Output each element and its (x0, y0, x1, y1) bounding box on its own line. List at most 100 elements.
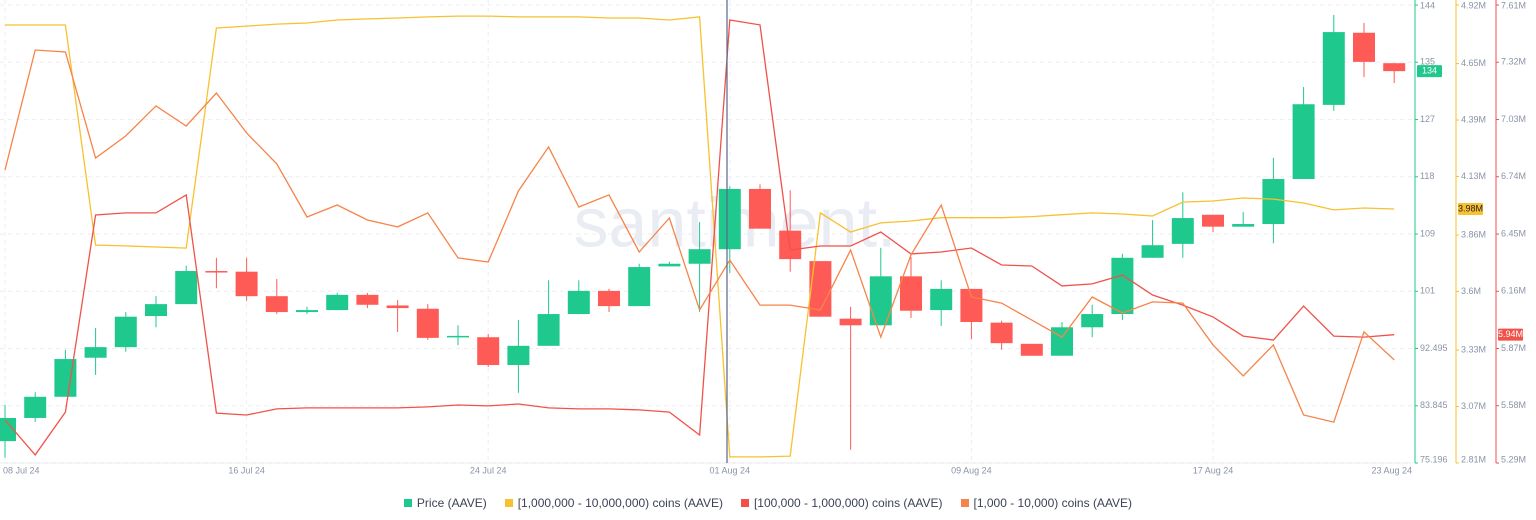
value-badge-label: 134 (1422, 66, 1437, 76)
x-tick-label: 16 Jul 24 (228, 465, 265, 475)
candle-body (1051, 327, 1073, 356)
y-tick-label: 83.845 (1420, 400, 1448, 410)
legend-item[interactable]: [1,000 - 10,000) coins (AAVE) (960, 495, 1133, 510)
y-tick-label: 127 (1420, 114, 1435, 124)
legend-label: [100,000 - 1,000,000) coins (AAVE) (753, 495, 943, 510)
legend-item[interactable]: Price (AAVE) (403, 495, 487, 510)
y-tick-label: 4.39M (1461, 114, 1486, 124)
candle-body (718, 188, 741, 250)
candle-body (1111, 257, 1134, 315)
candle-body (447, 335, 469, 338)
candle-body (1262, 179, 1285, 225)
candle-body (265, 296, 288, 313)
candle-body (900, 276, 922, 311)
x-tick-label: 17 Aug 24 (1193, 465, 1234, 475)
candle-body (175, 271, 198, 305)
y-tick-label: 4.65M (1461, 58, 1486, 68)
candle-body (749, 188, 771, 229)
legend-label: [1,000 - 10,000) coins (AAVE) (973, 495, 1133, 510)
candle-body (1383, 63, 1406, 72)
candle-body (869, 276, 892, 326)
candle-body (54, 359, 77, 397)
y-tick-label: 5.29M (1501, 454, 1526, 464)
candle-body (1171, 218, 1194, 244)
candle-body (688, 249, 711, 264)
candle-body (779, 230, 802, 260)
candle-body (84, 347, 107, 358)
y-tick-label: 101 (1420, 286, 1435, 296)
candle-body (235, 271, 258, 297)
candle-body (1020, 343, 1043, 356)
series-line (4, 19, 1395, 456)
value-badge (1498, 328, 1523, 341)
candle-body (477, 337, 500, 366)
series-line (4, 49, 1395, 423)
y-tick-label: 3.07M (1461, 401, 1486, 411)
candle-body (658, 263, 681, 267)
candle-body (205, 271, 228, 273)
candle-body (839, 318, 862, 326)
y-tick-label: 3.33M (1461, 345, 1486, 355)
candle-body (1081, 314, 1104, 328)
y-tick-label: 118 (1420, 171, 1434, 181)
candle-body (537, 314, 560, 346)
candle-body (145, 304, 167, 317)
x-tick-label: 01 Aug 24 (710, 465, 751, 475)
candle-body (809, 261, 832, 317)
candle-body (930, 288, 953, 311)
candle-body (1353, 32, 1375, 62)
y-tick-label: 6.74M (1501, 171, 1526, 181)
legend-swatch (403, 498, 412, 507)
legend-swatch (740, 498, 749, 507)
y-tick-label: 2.81M (1461, 454, 1486, 464)
value-badge-label: 3.98M (1458, 203, 1483, 213)
candle-body (507, 345, 530, 366)
legend-swatch (504, 498, 513, 507)
y-tick-label: 3.86M (1461, 229, 1486, 239)
y-tick-label: 109 (1420, 228, 1435, 238)
x-tick-label: 23 Aug 24 (1371, 465, 1412, 475)
legend: Price (AAVE) [1,000,000 - 10,000,000) coi… (0, 485, 1536, 520)
candle-body (0, 417, 16, 442)
candle-body (356, 294, 379, 305)
y-tick-label: 5.58M (1501, 400, 1526, 410)
legend-item[interactable]: [1,000,000 - 10,000,000) coins (AAVE) (504, 495, 723, 510)
series-line (5, 15, 1395, 458)
x-tick-label: 24 Jul 24 (470, 465, 507, 475)
candle-body (1202, 214, 1224, 227)
value-badge-label: 5.94M (1498, 329, 1523, 339)
legend-item[interactable]: [100,000 - 1,000,000) coins (AAVE) (740, 495, 943, 510)
candle-body (598, 290, 620, 307)
candle-body (326, 294, 349, 311)
y-tick-label: 6.45M (1501, 228, 1526, 238)
candle-body (24, 396, 47, 418)
legend-label: [1,000,000 - 10,000,000) coins (AAVE) (517, 495, 723, 510)
candle-body (1322, 32, 1345, 105)
candle-body (628, 267, 651, 307)
y-tick-label: 7.32M (1501, 57, 1526, 67)
value-badge (1458, 203, 1483, 216)
x-tick-label: 09 Aug 24 (951, 465, 992, 475)
x-tick-label: 08 Jul 24 (3, 465, 40, 475)
y-tick-label: 4.92M (1461, 0, 1486, 10)
y-tick-label: 7.03M (1501, 114, 1526, 124)
chart: santiment. 75.19683.84592.49510110911812… (0, 0, 1526, 475)
legend-label: Price (AAVE) (416, 495, 487, 510)
candle-body (990, 322, 1013, 344)
y-tick-label: 7.61M (1501, 0, 1526, 10)
candle-body (1292, 104, 1315, 180)
y-tick-label: 5.87M (1501, 343, 1526, 353)
value-badge (1417, 65, 1442, 78)
candle-body (386, 305, 409, 309)
y-tick-label: 4.13M (1461, 171, 1486, 181)
legend-swatch (960, 498, 969, 507)
candle-body (1141, 245, 1164, 258)
y-tick-label: 144 (1420, 0, 1435, 10)
candle-body (960, 288, 983, 322)
y-tick-label: 3.6M (1461, 286, 1481, 296)
y-tick-label: 75.196 (1420, 454, 1448, 464)
candle-body (296, 310, 318, 313)
candle-body (416, 308, 439, 338)
y-tick-label: 135 (1420, 57, 1435, 67)
